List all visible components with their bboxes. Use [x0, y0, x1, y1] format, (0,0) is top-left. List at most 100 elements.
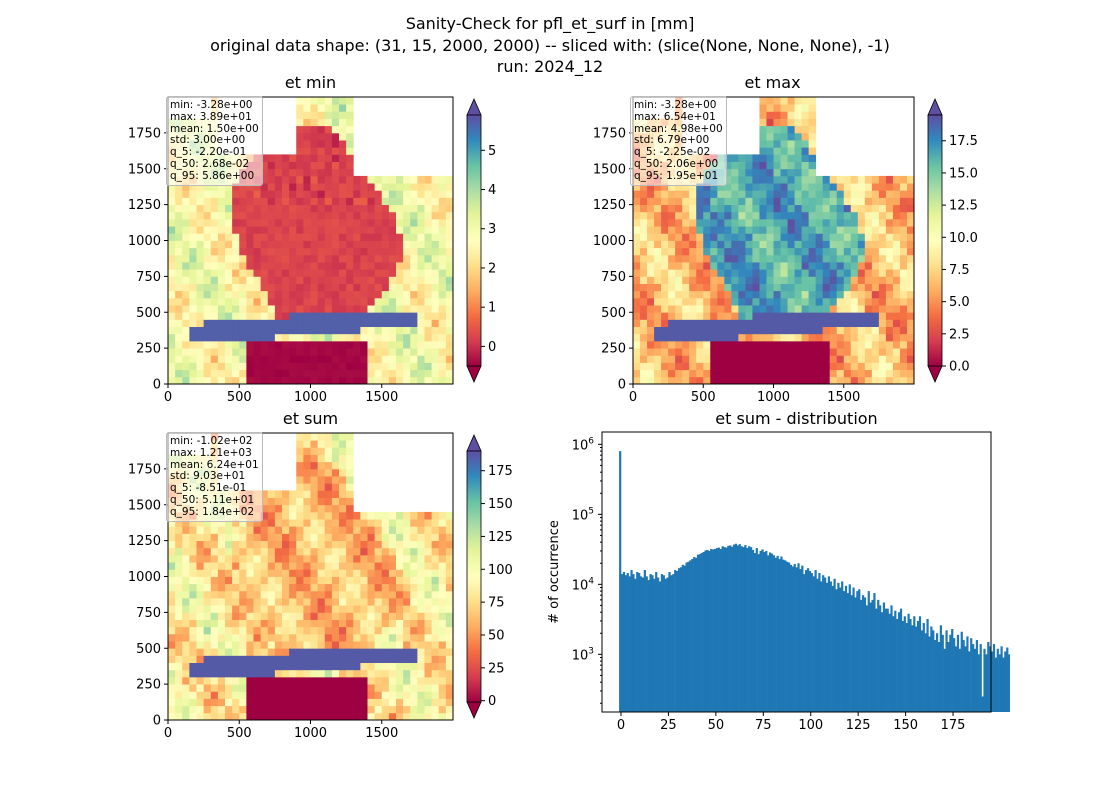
histogram-bar: [624, 575, 627, 712]
histogram-bar: [729, 545, 732, 712]
histogram-bar: [698, 554, 701, 712]
histogram-bar: [801, 565, 804, 712]
histogram-bar: [655, 572, 658, 712]
y-tick-label: 0: [153, 378, 161, 393]
histogram-bar: [901, 620, 905, 712]
histogram-bar: [879, 605, 882, 712]
stat-line: max: 1.21e+03: [170, 446, 252, 459]
histogram-bar: [681, 564, 684, 712]
histogram-bar: [1008, 654, 1010, 712]
histogram-bar: [991, 651, 994, 712]
y-tick-label: 106: [572, 436, 595, 453]
y-tick-label: 250: [601, 342, 626, 357]
histogram-axes: 0 25 50 75 100 125 150 175 103 104 105 106 # of occu…: [547, 431, 1010, 733]
histogram-bar: [911, 625, 914, 712]
x-tick-label: 1500: [365, 726, 398, 741]
histogram-bar: [932, 630, 935, 712]
histogram-bar: [994, 657, 997, 712]
histogram-bar: [805, 570, 808, 712]
stat-line: q_95: 5.86e+00: [170, 169, 255, 182]
histogram-bar: [806, 568, 810, 712]
map-1-stats-box: min: -3.28e+00 max: 3.89e+01 mean: 1.50e…: [166, 96, 263, 186]
map-image: [633, 97, 915, 385]
histogram-bar: [670, 575, 673, 712]
histogram-bar: [719, 548, 722, 712]
histogram-bar: [814, 570, 817, 712]
stat-line: mean: 6.24e+01: [170, 458, 259, 471]
x-tick-label: 50: [708, 718, 725, 733]
y-tick-label: 500: [136, 642, 161, 657]
map-2-stats-box: min: -3.28e+00 max: 6.54e+01 mean: 4.98e…: [630, 96, 727, 186]
colorbar-tick-label: 5: [488, 144, 496, 159]
histogram-bar: [1006, 647, 1009, 712]
y-tick-label: 1500: [593, 162, 626, 177]
histogram-bar: [744, 544, 747, 712]
histogram-bar: [966, 636, 969, 712]
colorbar-tick-label: 5.0: [949, 295, 970, 310]
y-tick-label: 0: [153, 714, 161, 729]
map-image: [168, 433, 454, 721]
histogram-bar: [727, 545, 730, 712]
x-tick-label: 1000: [757, 390, 790, 405]
stat-line: q_5: -2.25e-02: [634, 146, 711, 159]
histogram-bar: [679, 567, 682, 712]
y-tick-label: 750: [136, 270, 161, 285]
histogram-bar: [630, 570, 633, 712]
colorbar-tick-label: 10.0: [949, 231, 978, 246]
histogram-bar: [742, 547, 745, 712]
histogram-bar: [759, 550, 762, 712]
histogram-bar: [647, 580, 650, 712]
colorbar-tick-label: 4: [488, 183, 496, 198]
stat-line: q_95: 1.95e+01: [634, 169, 719, 182]
x-tick-label: 500: [227, 390, 252, 405]
histogram-bar: [765, 550, 768, 712]
histogram-bar: [922, 623, 925, 712]
histogram-bar: [896, 618, 899, 712]
histogram-bar: [873, 593, 876, 712]
y-tick-label: 250: [136, 342, 161, 357]
histogram-bar: [972, 644, 975, 712]
histogram-bar: [844, 585, 848, 712]
colorbar-extend-min: [466, 365, 482, 383]
histogram-bar: [915, 626, 918, 712]
histogram-bar: [941, 634, 944, 712]
histogram-bar: [831, 585, 834, 712]
y-tick-label: 1500: [128, 498, 161, 513]
histogram-bar: [983, 648, 986, 712]
histogram-bar: [797, 563, 800, 712]
histogram-bar: [691, 559, 694, 712]
histogram-bar: [636, 572, 639, 712]
y-tick-label: 0: [618, 378, 626, 393]
histogram-bar: [903, 616, 906, 712]
histogram-bar: [869, 602, 872, 712]
y-tick-label: 105: [572, 506, 594, 523]
histogram-bar: [907, 613, 910, 712]
x-tick-label: 1500: [827, 390, 860, 405]
suptitle-line-2: original data shape: (31, 15, 2000, 2000…: [210, 36, 890, 55]
histogram-bar: [825, 582, 829, 712]
stat-line: q_5: -2.20e-01: [170, 146, 247, 159]
histogram-bar: [657, 577, 660, 712]
suptitle-line-1: Sanity-Check for pfl_et_surf in [mm]: [405, 14, 695, 33]
histogram-bar: [824, 577, 827, 712]
map-3-title: et sum: [282, 409, 339, 428]
histogram-bar: [757, 554, 760, 712]
histogram-bar: [970, 638, 973, 712]
histogram-bar: [968, 651, 971, 712]
histogram-bar: [867, 591, 870, 712]
histogram-bar: [816, 578, 819, 712]
histogram-bar: [795, 567, 798, 712]
histogram-bar: [861, 595, 865, 712]
stat-line: q_50: 2.06e+00: [634, 157, 719, 170]
histogram-bar: [871, 599, 874, 712]
histogram-bar: [721, 546, 724, 712]
stat-line: max: 6.54e+01: [634, 110, 716, 123]
histogram-bar: [634, 578, 637, 712]
stat-line: q_95: 1.84e+02: [170, 505, 255, 518]
y-tick-label: 103: [572, 646, 594, 663]
histogram-bar: [837, 582, 840, 712]
colorbar-extend-max: [466, 98, 482, 116]
histogram-bar: [746, 548, 749, 712]
x-tick-label: 150: [893, 718, 918, 733]
histogram-bar: [689, 560, 692, 712]
